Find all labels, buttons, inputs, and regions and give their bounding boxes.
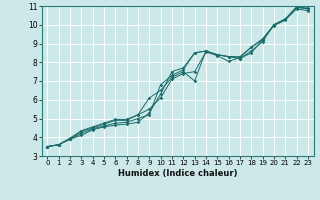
X-axis label: Humidex (Indice chaleur): Humidex (Indice chaleur): [118, 169, 237, 178]
